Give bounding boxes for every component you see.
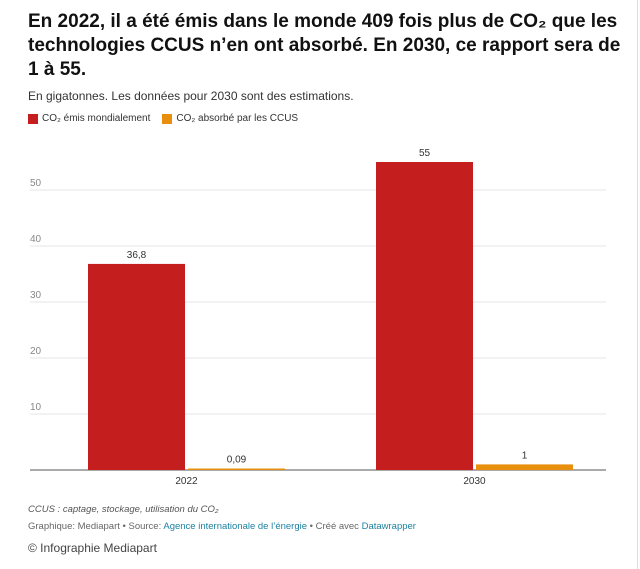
bar-absorbed-2022 bbox=[188, 468, 285, 470]
bar-emitted-2030 bbox=[376, 162, 473, 470]
footnote: CCUS : captage, stockage, utilisation du… bbox=[28, 504, 219, 515]
legend-item-emitted: CO₂ émis mondialement bbox=[28, 113, 150, 124]
chart-subtitle: En gigatonnes. Les données pour 2030 son… bbox=[28, 89, 354, 103]
bar-emitted-2022 bbox=[88, 263, 185, 470]
credit-prefix: Graphique: Mediapart • Source: bbox=[28, 521, 164, 532]
copyright: © Infographie Mediapart bbox=[28, 541, 157, 555]
chart-title: En 2022, il a été émis dans le monde 409… bbox=[28, 11, 621, 80]
data-label: 55 bbox=[419, 148, 431, 159]
legend-swatch-emitted bbox=[28, 113, 38, 124]
bar-absorbed-2030 bbox=[476, 464, 573, 470]
datawrapper-link[interactable]: Datawrapper bbox=[361, 521, 416, 532]
y-tick-label: 20 bbox=[30, 346, 42, 357]
data-label: 1 bbox=[522, 450, 528, 461]
legend: CO₂ émis mondialement CO₂ absorbé par le… bbox=[28, 113, 298, 124]
frame-border bbox=[637, 0, 638, 569]
y-tick-label: 10 bbox=[30, 402, 42, 413]
y-tick-label: 50 bbox=[30, 178, 42, 189]
y-tick-label: 40 bbox=[30, 234, 42, 245]
legend-swatch-absorbed bbox=[162, 113, 173, 124]
y-tick-label: 30 bbox=[30, 290, 42, 301]
x-tick-label: 2022 bbox=[175, 476, 198, 487]
legend-item-absorbed: CO₂ absorbé par les CCUS bbox=[162, 113, 298, 124]
credits: Graphique: Mediapart • Source: Agence in… bbox=[28, 521, 416, 532]
x-tick-label: 2030 bbox=[463, 476, 486, 487]
data-label: 36,8 bbox=[127, 250, 147, 261]
credit-mid: • Créé avec bbox=[307, 521, 362, 532]
legend-label-emitted: CO₂ émis mondialement bbox=[42, 113, 151, 124]
data-label: 0,09 bbox=[227, 455, 247, 466]
source-link[interactable]: Agence internationale de l’énergie bbox=[163, 521, 308, 532]
legend-label-absorbed: CO₂ absorbé par les CCUS bbox=[176, 113, 299, 124]
